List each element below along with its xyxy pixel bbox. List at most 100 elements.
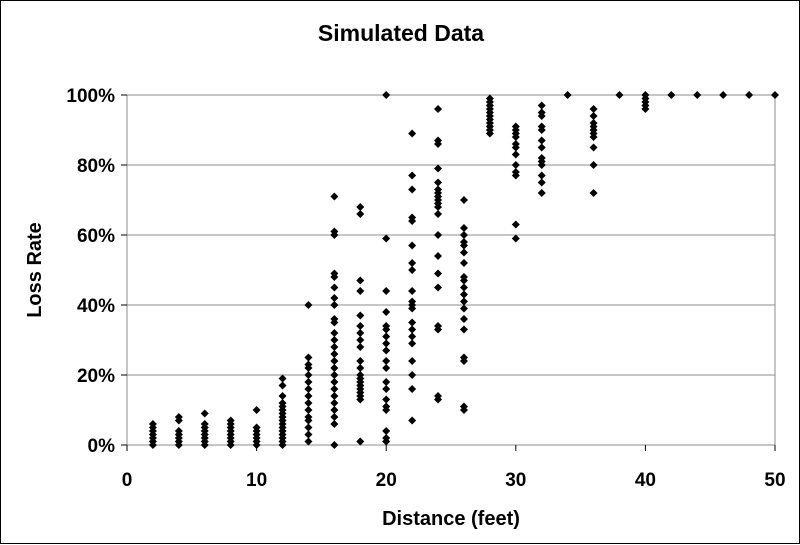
data-point <box>304 413 313 421</box>
data-point <box>511 234 520 243</box>
data-point <box>537 122 546 131</box>
data-point <box>459 402 468 411</box>
data-point <box>356 203 365 211</box>
data-point <box>356 343 365 351</box>
data-point <box>459 248 468 257</box>
data-point <box>589 105 598 113</box>
data-point <box>485 94 494 103</box>
data-point <box>382 234 391 243</box>
data-point <box>459 290 468 299</box>
y-axis-ticks: 0% 20% 40% 60% 80% 100% <box>66 86 127 457</box>
data-point <box>408 385 417 393</box>
x-tick-label: 50 <box>764 470 785 491</box>
data-point <box>382 364 391 372</box>
data-point <box>459 224 468 232</box>
y-tick-label: 20% <box>77 366 115 387</box>
y-tick-label: 60% <box>77 226 115 247</box>
gridlines <box>127 94 775 446</box>
data-point <box>589 143 598 152</box>
data-point <box>356 357 365 365</box>
data-points <box>148 91 779 449</box>
data-point <box>537 178 546 187</box>
data-point <box>330 378 339 386</box>
data-point <box>226 416 235 425</box>
data-point <box>408 171 417 180</box>
data-point <box>434 178 443 187</box>
data-point <box>537 108 546 117</box>
data-point <box>278 392 287 400</box>
data-point <box>356 287 365 295</box>
data-point <box>511 150 520 159</box>
data-point <box>330 315 339 323</box>
data-point <box>330 294 339 302</box>
data-point <box>200 409 209 418</box>
x-tick-label: 0 <box>122 470 133 491</box>
data-point <box>434 252 443 260</box>
data-point <box>537 143 546 152</box>
data-point <box>771 91 779 99</box>
data-point <box>382 434 391 442</box>
data-point <box>537 171 546 180</box>
data-point <box>459 283 468 292</box>
y-tick-label: 40% <box>77 296 115 317</box>
data-point <box>304 360 313 369</box>
data-point <box>382 346 391 355</box>
data-point <box>356 371 365 379</box>
data-point <box>382 385 391 393</box>
data-point <box>356 329 365 337</box>
data-point <box>693 91 702 99</box>
data-point <box>330 336 339 344</box>
data-point <box>330 413 339 421</box>
data-point <box>459 273 468 281</box>
data-point <box>356 210 365 218</box>
data-point <box>434 185 443 194</box>
data-point <box>356 276 365 285</box>
data-point <box>304 430 313 439</box>
data-point <box>330 420 339 428</box>
data-point <box>356 322 365 330</box>
data-point <box>278 381 287 390</box>
data-point <box>459 238 468 246</box>
data-point <box>382 332 391 341</box>
chart-title: Simulated Data <box>318 20 484 46</box>
data-point <box>330 399 339 407</box>
data-point <box>330 343 339 351</box>
data-point <box>563 91 572 99</box>
data-point <box>330 406 339 414</box>
data-point <box>434 164 443 173</box>
x-tick-label: 40 <box>635 470 656 491</box>
x-tick-label: 10 <box>246 470 267 491</box>
data-point <box>382 395 391 404</box>
data-point <box>434 231 443 239</box>
data-point <box>330 441 339 449</box>
y-axis-label: Loss Rate <box>24 222 46 318</box>
data-point <box>330 364 339 372</box>
data-point <box>382 339 391 348</box>
data-point <box>434 136 443 145</box>
data-point <box>382 322 391 330</box>
data-point <box>459 231 468 239</box>
data-point <box>174 413 183 421</box>
data-point <box>408 332 417 341</box>
data-point <box>252 406 261 414</box>
data-point <box>719 91 728 99</box>
data-point <box>408 129 417 138</box>
data-point <box>382 91 391 99</box>
data-point <box>356 336 365 344</box>
data-point <box>589 189 598 197</box>
x-tick-label: 30 <box>505 470 526 491</box>
data-point <box>382 402 391 411</box>
data-point <box>330 301 339 309</box>
data-point <box>304 378 313 386</box>
data-point <box>434 105 443 113</box>
data-point <box>589 161 598 169</box>
data-point <box>408 357 417 365</box>
data-point <box>330 357 339 365</box>
data-point <box>330 283 339 292</box>
data-point <box>408 339 417 348</box>
data-point <box>408 185 417 194</box>
plot-area <box>126 94 776 446</box>
x-axis-ticks: 0 10 20 30 40 50 <box>122 445 786 491</box>
data-point <box>434 269 443 278</box>
data-point <box>382 378 391 386</box>
